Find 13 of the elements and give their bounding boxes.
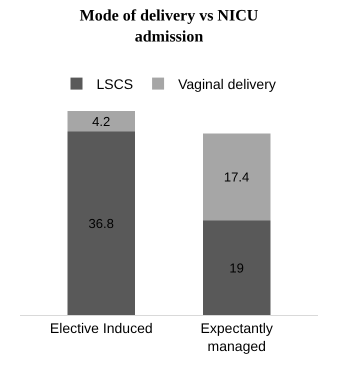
data-label: 36.8 <box>88 216 114 231</box>
chart-title: Mode of delivery vs NICU admission <box>80 8 259 46</box>
data-label: 4.2 <box>92 114 110 129</box>
bar <box>67 132 136 315</box>
bar <box>67 110 136 132</box>
data-label: 19 <box>229 260 244 276</box>
legend-label: Vaginal delivery <box>178 76 276 92</box>
bar <box>202 134 271 220</box>
bar <box>202 220 271 315</box>
data-label: 17.4 <box>224 170 250 185</box>
x-tick-label: Expectantly managed <box>200 320 273 354</box>
x-tick-label: Elective Induced <box>50 320 153 336</box>
legend-label: LSCS <box>96 76 134 92</box>
